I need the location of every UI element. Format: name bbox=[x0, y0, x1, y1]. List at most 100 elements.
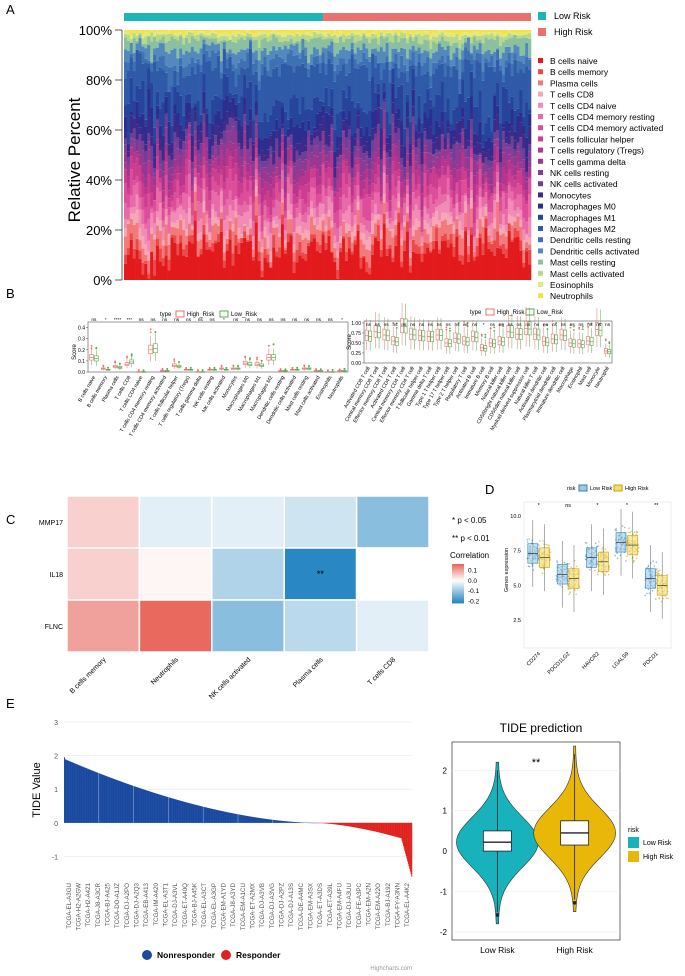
el-bar bbox=[352, 822, 354, 828]
ytick: 0.50 bbox=[351, 341, 361, 347]
a-seg-2 bbox=[176, 228, 180, 244]
a-seg-4 bbox=[228, 205, 232, 219]
a-seg-12 bbox=[411, 106, 416, 117]
a-seg-4 bbox=[504, 224, 509, 233]
a-seg-12 bbox=[414, 140, 418, 148]
a-seg-0 bbox=[388, 248, 392, 280]
a-seg-16 bbox=[432, 62, 436, 74]
a-seg-19 bbox=[222, 35, 227, 40]
a-seg-10 bbox=[301, 161, 305, 170]
a-seg-6 bbox=[417, 184, 421, 197]
a-seg-20 bbox=[237, 31, 241, 34]
a-seg-10 bbox=[275, 151, 279, 158]
a-seg-5 bbox=[225, 199, 229, 216]
a-seg-15 bbox=[286, 64, 291, 120]
a-seg-5 bbox=[411, 192, 416, 211]
a-seg-16 bbox=[193, 62, 197, 74]
a-seg-13 bbox=[385, 137, 389, 144]
a-seg-12 bbox=[246, 140, 250, 150]
a-seg-19 bbox=[469, 37, 474, 44]
a-seg-4 bbox=[141, 224, 145, 237]
el-bar bbox=[101, 774, 103, 823]
a-seg-11 bbox=[150, 146, 154, 162]
box bbox=[595, 322, 599, 336]
a-seg-9 bbox=[193, 141, 197, 148]
a-seg-9 bbox=[371, 162, 375, 171]
a-seg-20 bbox=[397, 32, 401, 36]
a-seg-3 bbox=[379, 229, 384, 239]
a-seg-19 bbox=[260, 34, 264, 40]
a-seg-13 bbox=[452, 129, 456, 138]
a-seg-11 bbox=[147, 133, 151, 142]
a-seg-18 bbox=[249, 37, 253, 40]
d-point bbox=[538, 545, 541, 547]
a-seg-6 bbox=[513, 187, 517, 200]
a-seg-21 bbox=[321, 30, 325, 32]
a-seg-4 bbox=[385, 212, 389, 219]
a-seg-11 bbox=[312, 138, 317, 147]
a-seg-19 bbox=[528, 33, 532, 39]
a-seg-13 bbox=[417, 118, 421, 133]
a-seg-2 bbox=[353, 236, 357, 241]
a-seg-7 bbox=[368, 194, 372, 198]
a-seg-6 bbox=[493, 187, 497, 195]
a-seg-18 bbox=[429, 49, 433, 59]
a-seg-2 bbox=[339, 242, 343, 249]
a-seg-18 bbox=[153, 36, 157, 49]
a-seg-8 bbox=[449, 170, 453, 176]
a-seg-15 bbox=[423, 73, 427, 103]
a-seg-12 bbox=[147, 117, 151, 134]
sig-label: ns bbox=[508, 323, 514, 328]
a-seg-16 bbox=[217, 50, 221, 56]
a-seg-20 bbox=[208, 32, 212, 36]
a-seg-5 bbox=[330, 190, 334, 203]
outlier bbox=[260, 359, 263, 362]
a-seg-19 bbox=[173, 35, 177, 39]
a-seg-11 bbox=[263, 161, 267, 168]
el-bar bbox=[288, 821, 290, 823]
a-seg-17 bbox=[324, 48, 328, 64]
a-seg-17 bbox=[225, 52, 229, 59]
a-seg-18 bbox=[403, 37, 407, 49]
a-seg-1 bbox=[510, 239, 514, 242]
outlier bbox=[489, 327, 492, 330]
a-seg-5 bbox=[278, 201, 282, 220]
a-seg-17 bbox=[336, 53, 340, 65]
a-seg-1 bbox=[368, 267, 372, 275]
el-bar bbox=[334, 822, 335, 825]
a-seg-5 bbox=[513, 199, 517, 211]
a-seg-20 bbox=[490, 32, 494, 34]
a-seg-2 bbox=[307, 240, 311, 243]
el-bar bbox=[144, 789, 146, 823]
a-seg-15 bbox=[403, 72, 407, 129]
el-bar bbox=[276, 820, 278, 823]
a-seg-21 bbox=[400, 30, 404, 33]
a-seg-15 bbox=[435, 68, 439, 95]
a-seg-13 bbox=[432, 134, 436, 143]
a-seg-7 bbox=[318, 184, 322, 195]
el-bar bbox=[232, 813, 234, 823]
a-seg-13 bbox=[170, 142, 174, 154]
a-seg-6 bbox=[263, 200, 267, 206]
a-legend-swatch-1 bbox=[538, 69, 543, 75]
a-seg-0 bbox=[298, 255, 302, 280]
a-seg-21 bbox=[170, 30, 174, 34]
a-seg-12 bbox=[347, 126, 352, 129]
el-bar bbox=[268, 819, 270, 823]
a-seg-7 bbox=[423, 164, 427, 174]
a-seg-20 bbox=[307, 32, 311, 36]
el-bar bbox=[213, 809, 215, 823]
a-seg-11 bbox=[405, 127, 410, 138]
a-seg-2 bbox=[371, 233, 375, 245]
el-bar bbox=[100, 774, 102, 823]
a-seg-3 bbox=[501, 225, 506, 234]
a-seg-10 bbox=[158, 164, 163, 170]
heatmap-legend-step bbox=[452, 574, 464, 577]
a-seg-20 bbox=[155, 30, 160, 35]
el-bar bbox=[226, 812, 228, 823]
a-seg-1 bbox=[266, 254, 270, 263]
a-seg-18 bbox=[411, 41, 416, 46]
a-seg-19 bbox=[461, 35, 465, 44]
outlier bbox=[173, 360, 176, 362]
